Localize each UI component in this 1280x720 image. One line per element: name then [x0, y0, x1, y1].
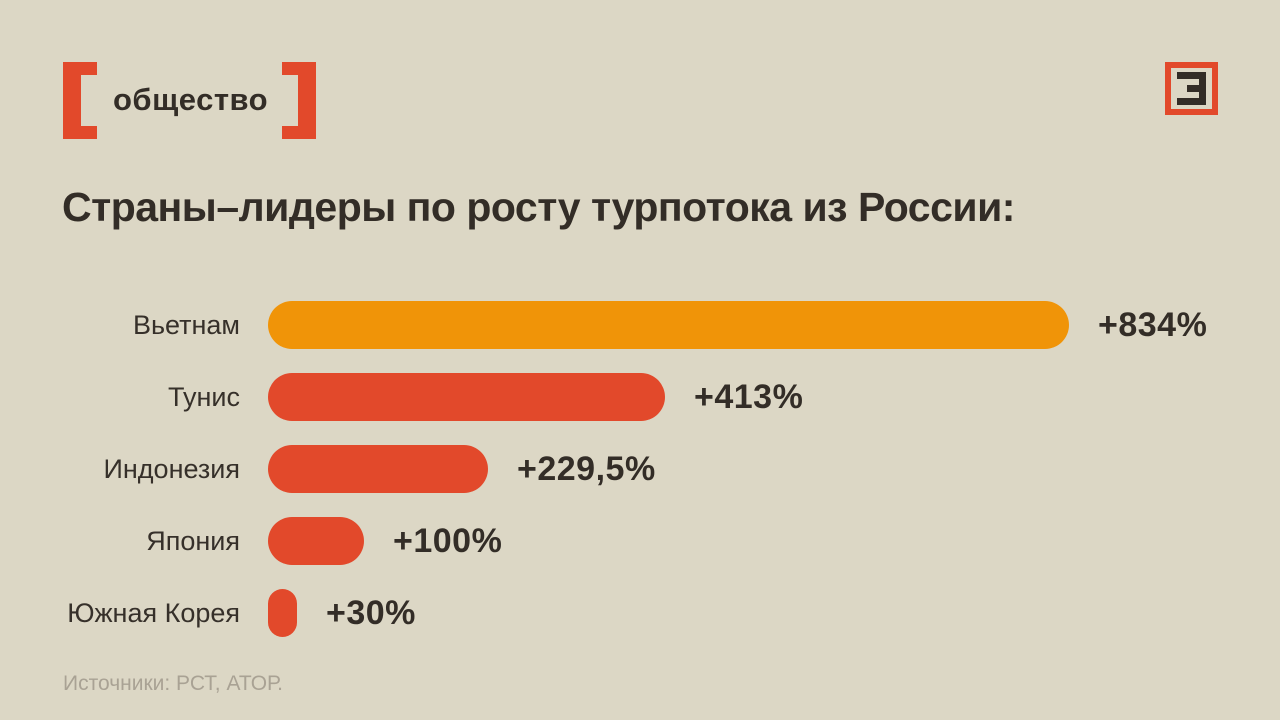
section-tag: общество: [63, 62, 317, 139]
section-tag-label: общество: [113, 81, 269, 117]
bar: [268, 589, 297, 637]
right-bracket-icon: [282, 62, 317, 139]
bar-category-label: Япония: [146, 525, 240, 556]
bar-category-label: Вьетнам: [132, 309, 240, 340]
brand-logo-icon: [1165, 62, 1218, 115]
bar-value-label: +413%: [694, 377, 804, 416]
chart-row: Индонезия +229,5%: [0, 433, 1280, 505]
chart-row: Южная Корея +30%: [0, 577, 1280, 649]
bar-value-label: +229,5%: [517, 449, 656, 488]
bar-category-label: Индонезия: [103, 453, 240, 484]
bar-value-label: +100%: [393, 521, 503, 560]
bar-value-label: +834%: [1098, 305, 1208, 344]
bar-value-label: +30%: [326, 593, 416, 632]
source-note: Источники: РСТ, АТОР.: [63, 672, 283, 695]
left-bracket-icon: [63, 62, 97, 139]
chart-row: Вьетнам +834%: [0, 289, 1280, 361]
bar: [268, 517, 364, 565]
chart-row: Япония +100%: [0, 505, 1280, 577]
bar: [268, 301, 1069, 349]
chart-row: Тунис +413%: [0, 361, 1280, 433]
bar: [268, 445, 488, 493]
bar-category-label: Южная Корея: [67, 597, 240, 628]
page-title: Страны–лидеры по росту турпотока из Росс…: [62, 184, 1015, 230]
bar-category-label: Тунис: [168, 381, 240, 412]
bar-chart: Вьетнам +834% Тунис +413% Индонезия +229,5% Яп…: [0, 289, 1280, 649]
bar: [268, 373, 665, 421]
